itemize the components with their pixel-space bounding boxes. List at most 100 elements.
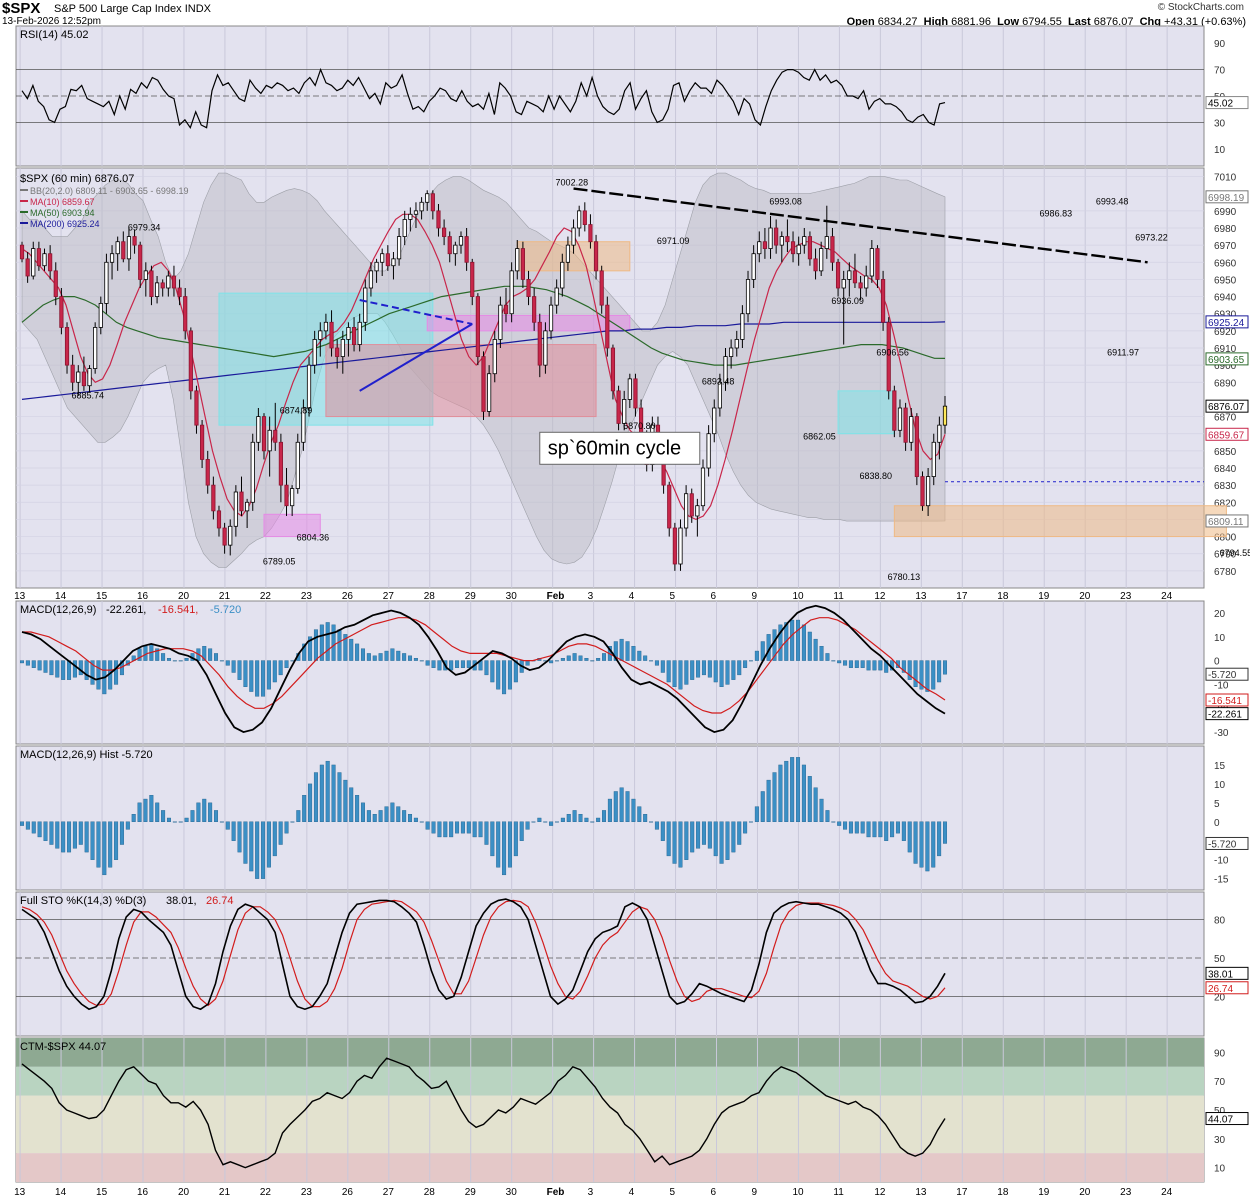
candle <box>520 248 525 280</box>
candle <box>87 368 92 387</box>
macd-hist-bar <box>807 631 812 661</box>
candle <box>115 241 120 255</box>
hist-bar <box>402 810 407 822</box>
macd-hist-bar <box>801 624 806 661</box>
hist-bar <box>308 783 313 822</box>
hist-bar <box>431 821 436 834</box>
hist-bar <box>884 821 889 841</box>
date-label-bottom: 28 <box>424 1187 436 1198</box>
macd-ytick: 0 <box>1214 657 1220 668</box>
macd-hist-bar <box>331 624 336 661</box>
price-ytick: 6910 <box>1214 344 1237 355</box>
candle <box>211 484 216 512</box>
hist-bar <box>872 821 877 838</box>
macd-hist-bar <box>625 641 630 661</box>
price-tag-box <box>1205 514 1249 528</box>
candle <box>380 253 385 263</box>
hist-bar <box>78 821 83 845</box>
macd-hist-bar <box>854 660 859 668</box>
hist-bar <box>490 821 495 857</box>
rsi-ytick: 70 <box>1214 66 1226 77</box>
price-tag: 6998.19 <box>1208 193 1245 204</box>
macd-hist-bar <box>672 660 677 687</box>
candle <box>588 224 593 243</box>
macd-hist-bar <box>872 660 877 671</box>
hist-bar <box>266 821 271 868</box>
macd-hist-bar <box>31 660 36 668</box>
macd-hist-bar <box>43 660 48 673</box>
sto-legend-k: 38.01, <box>166 895 197 907</box>
price-annotation: 7002.28 <box>556 178 589 188</box>
hist-bar <box>419 821 424 823</box>
rsi-ytick: 90 <box>1214 39 1226 50</box>
date-label-bottom: 20 <box>178 1187 190 1198</box>
date-label-top: Feb <box>547 591 565 602</box>
macd-hist-bar <box>366 653 371 661</box>
date-label-top: 6 <box>711 591 717 602</box>
macd-hist-bar <box>96 660 101 690</box>
ctm-tag-box <box>1205 1112 1249 1126</box>
date-label-top: 14 <box>55 591 67 602</box>
hist-bar <box>672 821 677 864</box>
macd-hist-bar <box>384 650 389 661</box>
hist-ytick: 0 <box>1214 818 1220 829</box>
candle <box>807 236 813 260</box>
date-label-bottom: 10 <box>792 1187 804 1198</box>
ctm-zone <box>16 1038 1204 1067</box>
candle <box>627 378 632 400</box>
hist-bar <box>901 821 906 841</box>
rsi-last-tag-box <box>1205 96 1249 110</box>
hist-bar <box>272 821 277 857</box>
macd-hist-bar <box>372 655 377 661</box>
date-label-bottom: 24 <box>1161 1187 1173 1198</box>
date-label-top: 29 <box>465 591 477 602</box>
candle <box>920 476 925 507</box>
macd-hist-bar <box>919 660 924 690</box>
hist-bar <box>554 821 559 823</box>
macd-hist-bar <box>325 622 330 661</box>
macd-hist-bar <box>214 653 219 661</box>
candle <box>610 347 616 392</box>
macd-hist-bar <box>813 638 818 661</box>
macd-hist-bar <box>666 660 671 683</box>
hist-bar <box>178 821 183 823</box>
hist-bar <box>666 821 671 857</box>
hist-bar <box>760 791 765 822</box>
macd-hist-bar <box>313 629 318 661</box>
hist-bar <box>125 821 130 830</box>
macd-ytick: -10 <box>1214 680 1229 691</box>
candle <box>458 236 464 246</box>
candle <box>59 296 64 328</box>
hist-bar <box>701 821 706 845</box>
macd-hist-bar <box>25 660 30 666</box>
ctm-zone <box>16 1095 1204 1154</box>
date-label-top: 9 <box>751 591 757 602</box>
date-label-bottom: 23 <box>301 1187 313 1198</box>
macd-hist-bar <box>690 660 695 680</box>
price-annotation: 6936.09 <box>831 296 864 306</box>
candle <box>419 201 424 212</box>
sto-tag-k: 38.01 <box>1208 969 1233 980</box>
candle <box>768 227 773 249</box>
hist-bar <box>319 764 324 822</box>
macd-hist-bar <box>360 648 365 661</box>
candle <box>453 244 458 255</box>
hist-bar <box>460 821 465 834</box>
candle <box>391 258 396 267</box>
candle <box>166 275 171 289</box>
price-ytick: 6790 <box>1214 550 1237 561</box>
hist-bar <box>302 795 307 822</box>
candle <box>335 347 340 357</box>
macd-hist-bar <box>425 660 430 666</box>
macd-hist-bar <box>72 660 77 678</box>
hist-bar <box>913 821 918 864</box>
macd-hist-bar <box>649 660 654 662</box>
candle <box>245 501 250 512</box>
hist-bar <box>843 821 848 830</box>
hist-ytick: -15 <box>1214 875 1229 886</box>
macd-hist-bar <box>349 638 354 661</box>
candle <box>554 287 559 306</box>
candle <box>695 505 700 517</box>
macd-hist-bar <box>796 619 801 661</box>
candle <box>98 303 103 328</box>
